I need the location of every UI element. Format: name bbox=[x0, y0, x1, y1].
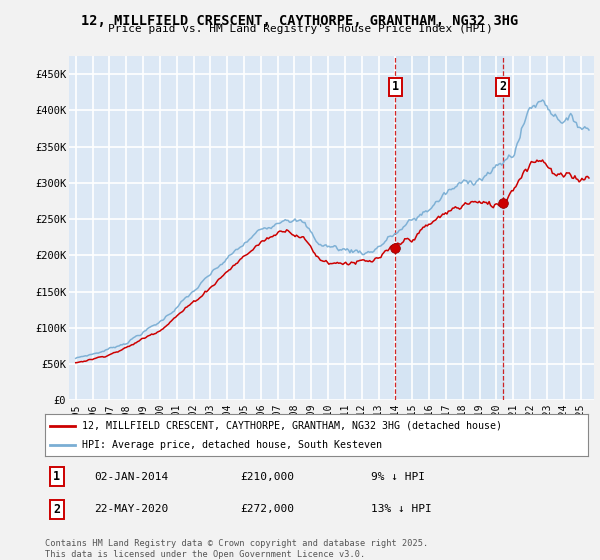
Bar bbox=[395, 56, 503, 400]
Text: 1: 1 bbox=[392, 81, 399, 94]
Text: 1: 1 bbox=[53, 470, 60, 483]
Text: 02-JAN-2014: 02-JAN-2014 bbox=[94, 472, 168, 482]
Text: £210,000: £210,000 bbox=[241, 472, 295, 482]
Text: 12, MILLFIELD CRESCENT, CAYTHORPE, GRANTHAM, NG32 3HG (detached house): 12, MILLFIELD CRESCENT, CAYTHORPE, GRANT… bbox=[82, 421, 502, 431]
Text: 9% ↓ HPI: 9% ↓ HPI bbox=[371, 472, 425, 482]
Text: 12, MILLFIELD CRESCENT, CAYTHORPE, GRANTHAM, NG32 3HG: 12, MILLFIELD CRESCENT, CAYTHORPE, GRANT… bbox=[82, 14, 518, 28]
Text: £272,000: £272,000 bbox=[241, 505, 295, 515]
Text: 2: 2 bbox=[499, 81, 506, 94]
Text: 22-MAY-2020: 22-MAY-2020 bbox=[94, 505, 168, 515]
Text: Contains HM Land Registry data © Crown copyright and database right 2025.
This d: Contains HM Land Registry data © Crown c… bbox=[45, 539, 428, 559]
Text: HPI: Average price, detached house, South Kesteven: HPI: Average price, detached house, Sout… bbox=[82, 440, 382, 450]
Text: 13% ↓ HPI: 13% ↓ HPI bbox=[371, 505, 431, 515]
Text: Price paid vs. HM Land Registry's House Price Index (HPI): Price paid vs. HM Land Registry's House … bbox=[107, 24, 493, 34]
Text: 2: 2 bbox=[53, 503, 60, 516]
